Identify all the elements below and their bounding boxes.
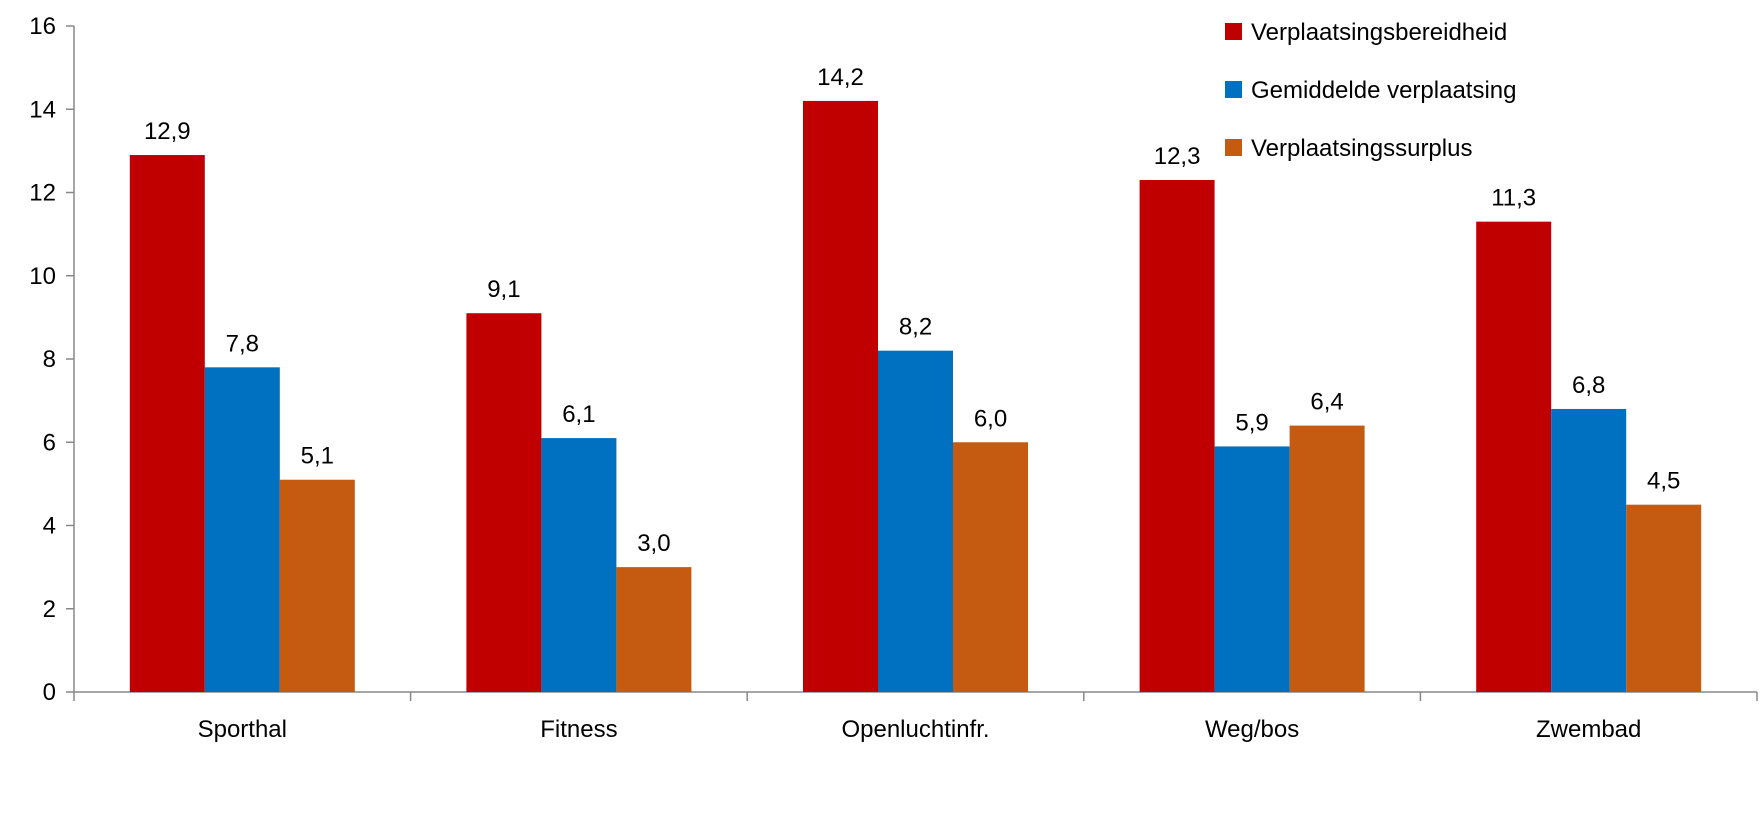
bar-value-label: 12,3 [1154, 143, 1201, 170]
bar [1626, 504, 1702, 692]
y-tick-label: 16 [29, 13, 56, 40]
bar [878, 350, 953, 692]
y-tick-label: 0 [43, 679, 56, 706]
legend-label: Verplaatsingssurplus [1251, 135, 1472, 162]
legend-label: Gemiddelde verplaatsing [1251, 77, 1517, 104]
bar-value-label: 12,9 [144, 118, 191, 145]
bar [616, 567, 692, 692]
bar-value-label: 6,8 [1572, 372, 1605, 399]
bar [1139, 180, 1215, 692]
x-category-label: Openluchtinfr. [841, 716, 989, 743]
bar-value-label: 5,9 [1235, 409, 1268, 436]
x-category-label: Sporthal [198, 716, 287, 743]
bar-value-label: 9,1 [487, 276, 520, 303]
bar-value-label: 5,1 [301, 443, 334, 470]
y-tick-label: 4 [43, 513, 56, 540]
bar-value-label: 11,3 [1491, 185, 1536, 212]
legend: Verplaatsingsbereidheid Gemiddelde verpla… [1225, 19, 1517, 162]
x-category-label: Weg/bos [1205, 716, 1299, 743]
bar [466, 313, 542, 692]
y-tick-label: 8 [43, 346, 56, 373]
bar [953, 442, 1028, 692]
bar [129, 155, 205, 693]
y-tick-label: 6 [43, 429, 56, 456]
legend-swatch [1225, 81, 1242, 98]
bar-value-label: 3,0 [637, 530, 670, 557]
legend-label: Verplaatsingsbereidheid [1251, 19, 1507, 46]
bar-value-label: 6,4 [1310, 389, 1343, 416]
y-tick-label: 14 [29, 96, 56, 123]
bar-value-label: 4,5 [1647, 468, 1680, 495]
y-tick-label: 12 [29, 180, 56, 207]
x-category-label: Zwembad [1536, 716, 1641, 743]
x-category-label: Fitness [540, 716, 617, 743]
bar-value-label: 7,8 [226, 330, 259, 357]
x-axis: Sporthal Fitness Openluchtinfr. Weg/bos Zwem… [73, 691, 1758, 743]
bar [541, 438, 617, 692]
data-labels: 12,9 7,8 5,1 9,1 6,1 3,0 14,2 8,2 6,0 12,3 5,9 6,4 1… [144, 64, 1680, 557]
bar-value-label: 6,1 [562, 401, 595, 428]
bar [279, 479, 355, 692]
bar [1551, 408, 1627, 692]
legend-swatch [1225, 23, 1242, 40]
bar [803, 100, 878, 693]
bar [1476, 221, 1552, 692]
y-tick-label: 2 [43, 596, 56, 623]
bar-value-label: 8,2 [899, 314, 932, 341]
y-axis: 0 2 4 6 8 10 12 14 16 [29, 13, 75, 706]
bar-value-label: 6,0 [974, 405, 1007, 432]
legend-swatch [1225, 139, 1242, 156]
y-tick-label: 10 [29, 263, 56, 290]
bar [1214, 446, 1290, 692]
bar-value-label: 14,2 [817, 64, 864, 91]
bar [1289, 425, 1365, 692]
bars [129, 100, 1702, 693]
bar [204, 367, 280, 692]
